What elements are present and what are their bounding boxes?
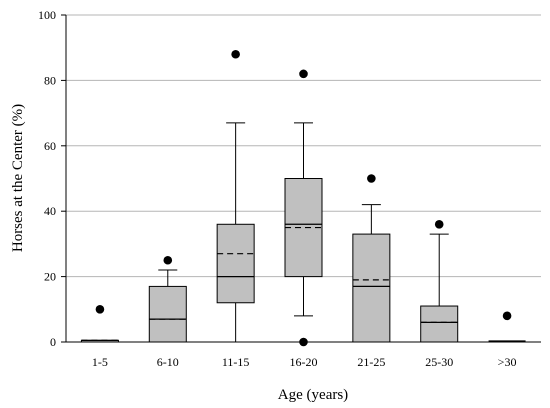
outlier-point bbox=[299, 69, 308, 79]
y-tick-label: 80 bbox=[44, 73, 56, 87]
box-11-15 bbox=[216, 49, 255, 343]
x-tick-label: 11-15 bbox=[222, 355, 250, 369]
axes bbox=[65, 15, 541, 343]
iqr-box bbox=[352, 233, 391, 343]
box-1-5 bbox=[80, 305, 119, 343]
y-axis-title: Horses at the Center (%) bbox=[10, 104, 26, 252]
outlier-point bbox=[231, 49, 240, 59]
box->30 bbox=[488, 311, 526, 342]
x-axis-title: Age (years) bbox=[278, 387, 348, 403]
y-tick-labels: 0 20 40 60 80 100 bbox=[38, 8, 66, 349]
iqr-box bbox=[148, 285, 187, 343]
box-16-20 bbox=[284, 69, 323, 347]
box-6-10 bbox=[148, 255, 187, 343]
x-tick-label: 1-5 bbox=[92, 355, 108, 369]
x-tick-label: 21-25 bbox=[357, 355, 385, 369]
outlier-point bbox=[95, 305, 105, 314]
x-tick-label: >30 bbox=[498, 355, 517, 369]
y-tick-label: 0 bbox=[50, 335, 56, 349]
y-tick-label: 60 bbox=[44, 139, 56, 153]
x-tick-labels: 1-5 6-10 11-15 16-20 21-25 25-30 >30 bbox=[92, 355, 517, 369]
y-tick-label: 20 bbox=[44, 270, 56, 284]
outlier-point bbox=[434, 219, 444, 229]
outlier-point bbox=[163, 255, 173, 265]
outlier-point bbox=[502, 311, 512, 321]
x-tick-label: 6-10 bbox=[157, 355, 179, 369]
iqr-box bbox=[420, 305, 459, 343]
box-25-30 bbox=[420, 219, 459, 343]
y-tick-label: 40 bbox=[44, 204, 56, 218]
y-tick-label: 100 bbox=[38, 8, 56, 22]
iqr-box bbox=[216, 223, 255, 304]
x-tick-label: 25-30 bbox=[425, 355, 453, 369]
box-series bbox=[80, 49, 526, 347]
x-tick-label: 16-20 bbox=[290, 355, 318, 369]
box-21-25 bbox=[352, 174, 391, 343]
outlier-point bbox=[367, 174, 376, 183]
